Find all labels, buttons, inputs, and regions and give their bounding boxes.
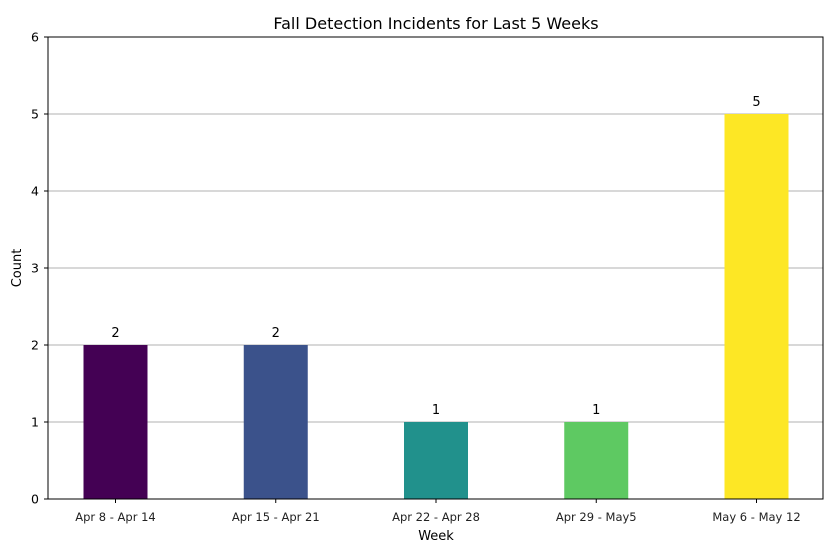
y-tick-label-4: 4 xyxy=(31,184,39,199)
y-axis-label: Count xyxy=(10,249,25,288)
gridlines xyxy=(48,113,823,423)
chart-title: Fall Detection Incidents for Last 5 Week… xyxy=(273,14,598,33)
data-label-0: 2 xyxy=(111,326,119,341)
data-label-3: 1 xyxy=(592,403,600,418)
data-labels: 2 2 1 1 5 xyxy=(111,95,760,418)
y-tick-label-2: 2 xyxy=(31,338,39,353)
bar-4 xyxy=(724,114,789,499)
y-axis-ticks: 0 1 2 3 4 5 6 xyxy=(31,30,48,507)
bar-3 xyxy=(564,422,629,499)
bar-1 xyxy=(243,345,308,499)
x-axis-ticks: Apr 8 - Apr 14 Apr 15 - Apr 21 Apr 22 - Ap… xyxy=(75,499,801,524)
y-tick-label-6: 6 xyxy=(31,30,39,45)
x-tick-label-0: Apr 8 - Apr 14 xyxy=(75,510,156,524)
y-tick-label-1: 1 xyxy=(31,415,39,430)
bar-2 xyxy=(404,422,468,499)
data-label-1: 2 xyxy=(272,326,280,341)
x-tick-label-1: Apr 15 - Apr 21 xyxy=(232,510,320,524)
y-tick-label-0: 0 xyxy=(31,492,39,507)
bar-0 xyxy=(83,345,148,499)
x-tick-label-4: May 6 - May 12 xyxy=(712,510,800,524)
bars xyxy=(83,114,789,499)
data-label-4: 5 xyxy=(752,95,760,110)
y-tick-label-3: 3 xyxy=(31,261,39,276)
x-tick-label-3: Apr 29 - May5 xyxy=(556,510,637,524)
x-axis-label: Week xyxy=(418,529,454,544)
x-tick-label-2: Apr 22 - Apr 28 xyxy=(392,510,480,524)
data-label-2: 1 xyxy=(432,403,440,418)
y-tick-label-5: 5 xyxy=(31,107,39,122)
